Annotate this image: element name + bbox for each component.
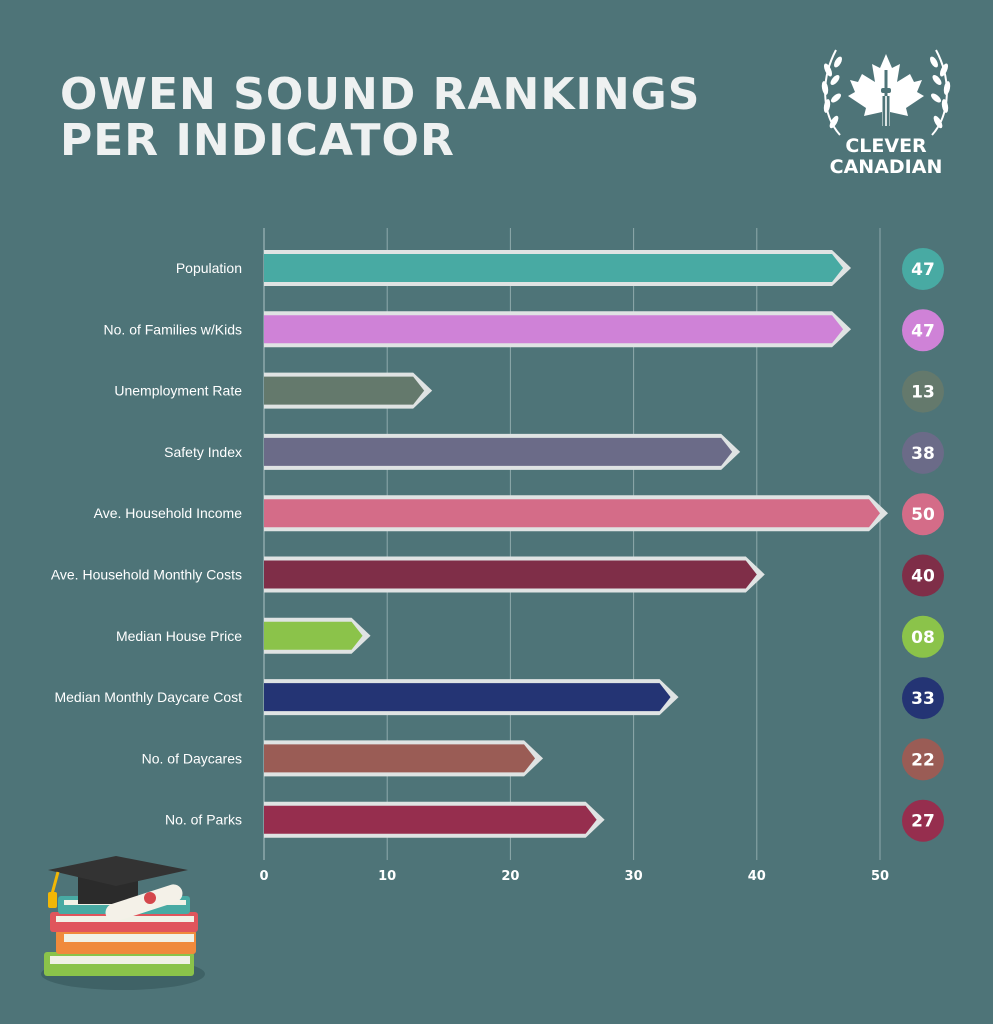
data-label: 33 [911, 689, 935, 709]
value-badge [902, 677, 944, 720]
category-label: No. of Parks [165, 812, 242, 828]
value-badge [902, 554, 944, 597]
x-tick-label: 0 [259, 869, 268, 884]
category-label: Ave. Household Income [94, 505, 243, 521]
bar [264, 437, 733, 466]
title-line-2: PER INDICATOR [60, 115, 455, 166]
bar [264, 621, 363, 650]
data-label: 47 [911, 260, 935, 280]
x-tick-label: 40 [748, 869, 766, 884]
data-label: 22 [911, 750, 935, 770]
bar [264, 744, 536, 773]
logo-text-line-1: CLEVER [845, 135, 927, 157]
data-label: 50 [911, 505, 935, 525]
data-label: 27 [911, 812, 935, 832]
data-label: 08 [911, 628, 935, 648]
value-badge [902, 615, 944, 658]
value-badge [902, 738, 944, 781]
value-badge [902, 309, 944, 352]
bar [264, 315, 844, 344]
category-label: No. of Families w/Kids [104, 321, 242, 337]
bar [264, 683, 671, 712]
category-label: Safety Index [164, 444, 242, 460]
category-label: Ave. Household Monthly Costs [51, 567, 242, 583]
x-tick-label: 30 [625, 869, 643, 884]
value-badge [902, 493, 944, 536]
category-label: No. of Daycares [142, 750, 242, 766]
bar [264, 560, 757, 589]
data-label: 40 [911, 567, 935, 587]
bar [264, 805, 597, 834]
value-badge [902, 431, 944, 474]
title-line-1: OWEN SOUND RANKINGS [60, 69, 701, 120]
data-label: 13 [911, 383, 935, 403]
bar [264, 254, 844, 282]
value-badge [902, 370, 944, 413]
value-badge [902, 799, 944, 842]
chart-title: OWEN SOUND RANKINGS PER INDICATOR [60, 72, 700, 164]
category-label: Population [176, 260, 242, 276]
maple-leaf-cn-tower-laurel-icon [821, 49, 951, 136]
value-badge [902, 248, 944, 290]
x-tick-label: 20 [501, 869, 519, 884]
x-tick-label: 50 [871, 869, 889, 884]
data-label: 47 [911, 321, 935, 341]
logo-text-line-2: CANADIAN [829, 156, 943, 178]
category-label: Median Monthly Daycare Cost [54, 689, 242, 705]
books-graduation-cap-diploma-icon [41, 856, 205, 990]
bar [264, 499, 880, 528]
category-label: Median House Price [116, 628, 242, 644]
x-tick-label: 10 [378, 869, 396, 884]
bar [264, 376, 425, 405]
data-label: 38 [911, 444, 935, 464]
category-label: Unemployment Rate [114, 383, 242, 399]
clever-canadian-logo: CLEVER CANADIAN [818, 40, 954, 180]
